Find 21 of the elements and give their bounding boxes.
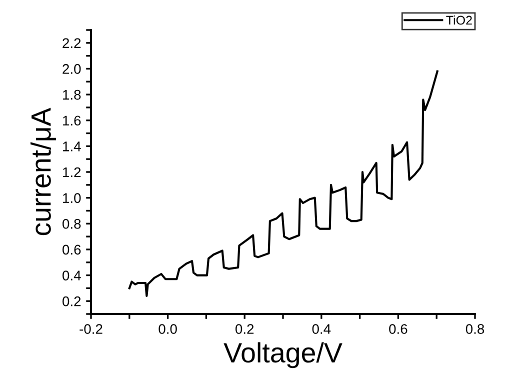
x-tick-label: 0.4 bbox=[312, 324, 331, 334]
line-series bbox=[128, 70, 438, 297]
x-tick-label: -0.2 bbox=[80, 324, 102, 334]
y-tick-label: 1.0 bbox=[63, 193, 81, 203]
y-tick-label: 1.8 bbox=[63, 90, 81, 100]
y-tick-label: 2.0 bbox=[62, 64, 81, 74]
y-tick-label: 2.2 bbox=[62, 38, 81, 48]
y-tick-label: 0.6 bbox=[62, 244, 81, 255]
y-tick-label: 1.6 bbox=[63, 116, 81, 126]
x-tick-label: 0.8 bbox=[466, 324, 484, 334]
legend-label: TiO2 bbox=[446, 15, 472, 25]
x-axis-title: Voltage/V bbox=[224, 342, 342, 368]
x-tick-label: 0.2 bbox=[235, 324, 254, 334]
y-tick-label: 1.4 bbox=[63, 142, 81, 152]
x-tick-label: 0.0 bbox=[158, 324, 177, 334]
y-axis-title: current/μA bbox=[30, 108, 56, 236]
y-tick-label: 0.4 bbox=[62, 270, 81, 280]
y-tick-label: 1.2 bbox=[63, 167, 81, 178]
x-tick-label: 0.6 bbox=[389, 324, 408, 334]
y-tick-label: 0.2 bbox=[62, 296, 81, 306]
y-tick-label: 0.8 bbox=[62, 218, 81, 229]
